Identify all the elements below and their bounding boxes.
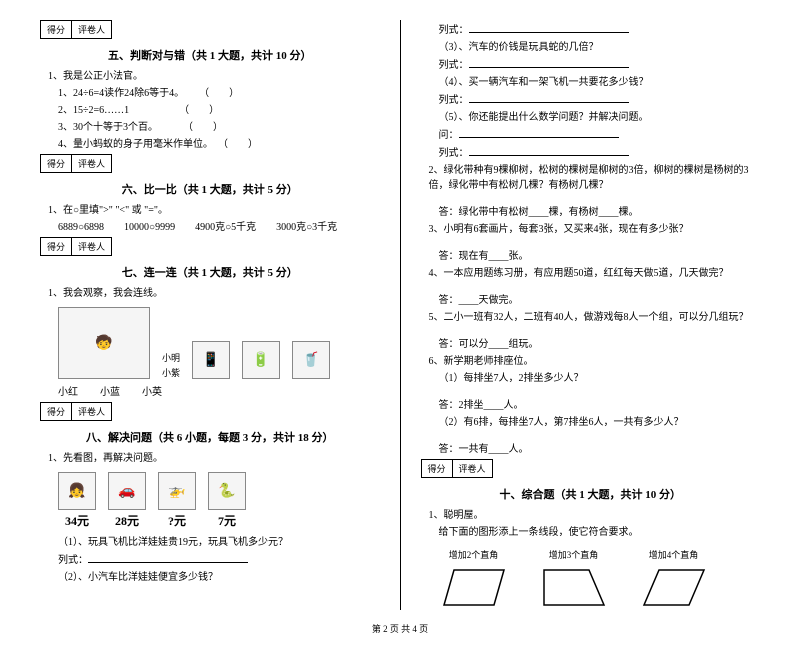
s8-a6a: 答：2排坐____人。 xyxy=(439,398,761,413)
scene-image: 🧒 xyxy=(58,307,150,379)
right-column: 列式： （3）、汽车的价钱是玩具蛇的几倍？ 列式： （4）、买一辆汽车和一架飞机… xyxy=(421,20,761,610)
s8-a4: 答：____天做完。 xyxy=(439,293,761,308)
s5-item-4: 4、量小蚂蚁的身子用毫米作单位。 （ ） xyxy=(58,137,380,152)
trapezoid-2-icon xyxy=(539,565,609,610)
section-5-title: 五、判断对与错（共 1 大题，共计 10 分） xyxy=(40,47,380,63)
s8-images: 👧34元 🚗28元 🚁?元 🐍7元 xyxy=(58,472,380,529)
s8-q5: 5、二小一班有32人，二班有40人，做游戏每8人一个组，可以分几组玩？ xyxy=(429,310,761,325)
column-divider xyxy=(400,20,401,610)
s8-q4: 4、一本应用题练习册，有应用题50道，红红每天做5道，几天做完？ xyxy=(429,266,761,281)
s5-q1: 1、我是公正小法官。 xyxy=(48,69,380,84)
opt-2: 🔋 xyxy=(242,341,280,379)
s8-a6b: 答：一共有____人。 xyxy=(439,442,761,457)
s8-r3: （3）、汽车的价钱是玩具蛇的几倍？ xyxy=(439,40,761,55)
snake-image: 🐍7元 xyxy=(208,472,246,529)
doll-image: 👧34元 xyxy=(58,472,96,529)
s10-q1s: 给下面的图形添上一条线段，使它符合要求。 xyxy=(439,525,761,540)
s5-item-2: 2、15÷2=6……1 （ ） xyxy=(58,103,380,118)
left-column: 得分 评卷人 五、判断对与错（共 1 大题，共计 10 分） 1、我是公正小法官… xyxy=(40,20,380,610)
section-7-title: 七、连一连（共 1 大题，共计 5 分） xyxy=(40,264,380,280)
s8-r4: （4）、买一辆汽车和一架飞机一共要花多少钱？ xyxy=(439,75,761,90)
shape-2: 增加3个直角 xyxy=(539,548,609,610)
s8-lieshi-1: 列式： xyxy=(58,552,380,568)
shape-3: 增加4个直角 xyxy=(639,548,709,610)
s8-q6a: （1）每排坐7人，2排坐多少人？ xyxy=(439,371,761,386)
s8-sub1: （1）、玩具飞机比洋娃娃贵19元，玩具飞机多少元？ xyxy=(58,535,380,550)
s8-sub2: （2）、小汽车比洋娃娃便宜多少钱？ xyxy=(58,570,380,585)
scorebox-8: 得分 评卷人 xyxy=(40,402,112,421)
trapezoid-3-icon xyxy=(639,565,709,610)
trapezoid-1-icon xyxy=(439,565,509,610)
shapes-row: 增加2个直角 增加3个直角 增加4个直角 xyxy=(439,548,761,610)
page-footer: 第 2 页 共 4 页 xyxy=(40,622,760,635)
s8-r5: （5）、你还能提出什么数学问题？并解决问题。 xyxy=(439,110,761,125)
scorebox-5: 得分 评卷人 xyxy=(40,20,112,39)
s8-q1: 1、先看图，再解决问题。 xyxy=(48,451,380,466)
section-8-title: 八、解决问题（共 6 小题，每题 3 分，共计 18 分） xyxy=(40,429,380,445)
s6-q1: 1、在○里填">" "<" 或 "="。 xyxy=(48,203,380,218)
section-6-title: 六、比一比（共 1 大题，共计 5 分） xyxy=(40,181,380,197)
shape-1: 增加2个直角 xyxy=(439,548,509,610)
s5-item-1: 1、24÷6=4读作24除6等于4。 （ ） xyxy=(58,86,380,101)
s5-item-3: 3、30个十等于3个百。 （ ） xyxy=(58,120,380,135)
scorebox-6: 得分 评卷人 xyxy=(40,154,112,173)
s8-q6: 6、新学期老师排座位。 xyxy=(429,354,761,369)
section-10-title: 十、综合题（共 1 大题，共计 10 分） xyxy=(421,486,761,502)
s8-a5: 答：可以分____组玩。 xyxy=(439,337,761,352)
s8-q3: 3、小明有6套画片，每套3张，又买来4张，现在有多少张？ xyxy=(429,222,761,237)
score-label: 得分 xyxy=(41,21,72,38)
s7-q1: 1、我会观察，我会连线。 xyxy=(48,286,380,301)
s10-q1: 1、聪明屋。 xyxy=(429,508,761,523)
s6-row: 6889○6898 10000○9999 4900克○5千克 3000克○3千克 xyxy=(58,220,380,235)
car-image: 🚗28元 xyxy=(108,472,146,529)
opt-1: 📱 xyxy=(192,341,230,379)
scorebox-10: 得分 评卷人 xyxy=(421,459,493,478)
s8-q6b: （2）有6排，每排坐7人，第7排坐6人，一共有多少人？ xyxy=(439,415,761,430)
heli-image: 🚁?元 xyxy=(158,472,196,529)
s8-q2: 2、绿化带种有9棵柳树，松树的棵树是柳树的3倍，柳树的棵树是杨树的3倍，绿化带中… xyxy=(429,163,761,193)
s8-a3: 答：现在有____张。 xyxy=(439,249,761,264)
reviewer-label: 评卷人 xyxy=(72,21,111,38)
s8-a2: 答：绿化带中有松树____棵，有杨树____棵。 xyxy=(439,205,761,220)
opt-3: 🥤 xyxy=(292,341,330,379)
r-lieshi-2: 列式： xyxy=(439,22,761,38)
scorebox-7: 得分 评卷人 xyxy=(40,237,112,256)
s7-images: 🧒 小明 小紫 📱 🔋 🥤 xyxy=(58,307,380,379)
